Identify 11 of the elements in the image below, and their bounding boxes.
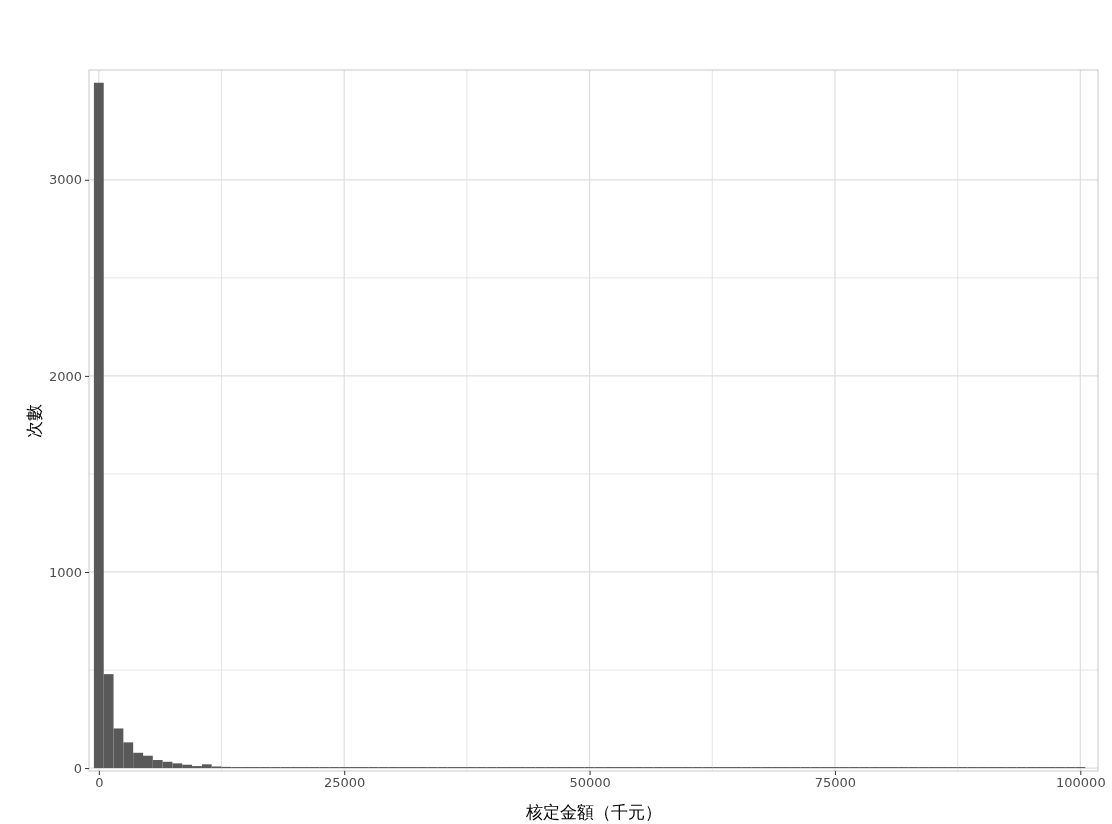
y-tick-label: 0 (73, 760, 82, 776)
x-axis-title: 核定金額（千元） (524, 802, 662, 822)
x-tick-label: 25000 (324, 775, 366, 791)
y-tick-label: 2000 (48, 368, 82, 384)
x-tick-label: 50000 (569, 775, 611, 791)
y-tick-label: 1000 (48, 564, 82, 580)
x-tick-label: 100000 (1056, 775, 1106, 791)
y-axis-title: 次數 (24, 403, 44, 438)
y-tick-label: 3000 (48, 172, 82, 188)
x-tick-label: 0 (95, 775, 104, 791)
x-tick-label: 75000 (814, 775, 857, 791)
